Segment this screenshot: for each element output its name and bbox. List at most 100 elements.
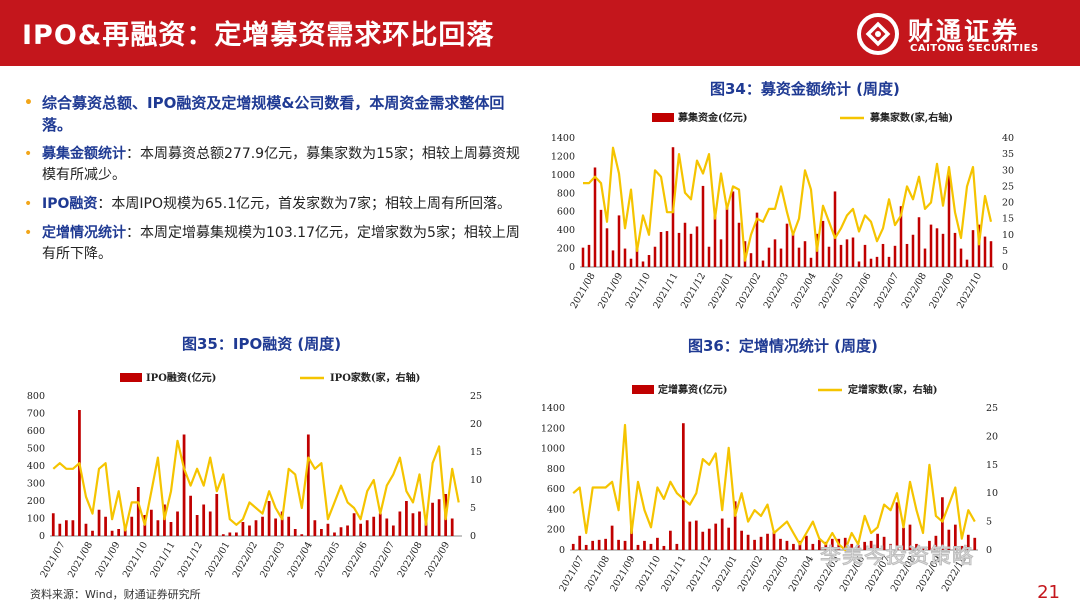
bar-mark — [915, 543, 918, 550]
bar-mark — [320, 529, 323, 536]
bar-mark — [313, 520, 317, 536]
bar-mark — [749, 253, 753, 267]
bar-mark — [740, 530, 743, 550]
bar-mark — [714, 523, 718, 550]
bullet-ipo: • IPO融资：本周IPO规模为65.1亿元，首发家数为7家；相较上周有所回落。 — [24, 194, 524, 215]
bar-mark — [755, 212, 759, 267]
y-left-tick-label: 800 — [547, 464, 565, 475]
x-tick-label: 2022/09 — [927, 271, 956, 311]
bar-mark — [876, 533, 879, 550]
bar-mark — [767, 247, 771, 267]
bullet-text: ：本周定增募集规模为103.17亿元，定增家数为5家；相较上周有所下降。 — [42, 225, 520, 262]
bar-mark — [928, 540, 931, 550]
bar-mark — [182, 434, 186, 536]
bar-mark — [695, 226, 699, 267]
y-left-tick-label: 0 — [559, 545, 565, 556]
bar-mark — [228, 532, 232, 536]
bar-mark — [839, 244, 843, 267]
bar-mark — [359, 523, 363, 536]
bar-mark — [791, 231, 795, 267]
bar-mark — [662, 545, 666, 550]
bar-mark — [989, 241, 993, 267]
y-left-tick-label: 1000 — [551, 170, 575, 181]
bar-mark — [287, 516, 291, 536]
logo-text-en: CAITONG SECURITIES — [910, 43, 1039, 54]
bar-mark — [720, 518, 724, 550]
bar-mark — [571, 543, 575, 550]
bar-mark — [779, 538, 782, 550]
bar-mark — [104, 516, 107, 536]
y-left-tick-label: 0 — [39, 531, 45, 542]
bar-mark — [830, 538, 834, 550]
y-left-tick-label: 200 — [547, 525, 565, 536]
bar-mark — [623, 248, 627, 267]
bar-mark — [64, 520, 68, 536]
y-left-tick-label: 600 — [557, 207, 575, 218]
bar-mark — [398, 511, 402, 536]
legend-bar-swatch — [632, 385, 654, 394]
bar-mark — [824, 541, 828, 550]
bar-mark — [669, 530, 672, 550]
bar-mark — [610, 525, 614, 550]
bar-mark — [869, 540, 873, 550]
bar-mark — [280, 511, 284, 536]
bar-mark — [424, 516, 428, 536]
bar-mark — [149, 509, 153, 536]
bar-mark — [623, 540, 627, 550]
source-note: 资料来源：Wind，财通证券研究所 — [30, 588, 201, 601]
bar-mark — [875, 256, 879, 267]
bar-mark — [378, 513, 382, 536]
bar-mark — [372, 516, 376, 536]
x-tick-label: 2022/04 — [789, 271, 818, 311]
bar-mark — [248, 525, 251, 536]
y-right-tick-label: 0 — [470, 531, 476, 542]
summary-bullets: • 综合募资总额、IPO融资及定增规模&公司数看，本周资金需求整体回落。 • 募集金… — [24, 92, 524, 273]
y-right-tick-label: 30 — [1002, 165, 1014, 176]
bar-mark — [578, 535, 582, 550]
x-tick-label: 2022/05 — [817, 271, 846, 311]
x-tick-label: 2022/06 — [341, 540, 370, 580]
bar-mark — [785, 540, 789, 550]
bar-mark — [798, 540, 802, 550]
bullet-lead-text: 综合募资总额、IPO融资及定增规模&公司数看，本周资金需求整体回落。 — [42, 94, 505, 134]
x-tick-label: 2022/08 — [900, 271, 929, 311]
bar-mark — [863, 244, 867, 267]
bar-mark — [688, 521, 692, 550]
bar-mark — [391, 525, 395, 536]
bar-mark — [821, 220, 825, 267]
bar-mark — [882, 536, 886, 550]
y-right-tick-label: 40 — [1002, 133, 1014, 144]
bar-mark — [208, 511, 212, 536]
bar-mark — [58, 523, 62, 536]
bar-mark — [766, 533, 769, 550]
y-left-tick-label: 200 — [557, 244, 575, 255]
bar-mark — [759, 536, 763, 550]
legend-bar-swatch — [120, 373, 142, 382]
bullet-dot-icon: • — [24, 225, 33, 241]
bar-mark — [293, 529, 297, 536]
bar-mark — [431, 502, 434, 536]
y-left-tick-label: 400 — [27, 461, 45, 472]
legend-line-label: IPO家数(家，右轴) — [330, 371, 420, 384]
bar-mark — [593, 167, 597, 267]
bar-mark — [971, 230, 975, 267]
bar-mark — [960, 545, 964, 550]
bullet-dot-icon: • — [24, 196, 33, 212]
bar-mark — [365, 520, 369, 536]
legend-bar-label: IPO融资(亿元) — [146, 371, 216, 384]
bullet-dot-icon: • — [24, 95, 33, 111]
bar-mark — [189, 495, 192, 536]
y-right-tick-label: 20 — [1002, 198, 1014, 209]
x-tick-label: 2022/07 — [872, 271, 901, 311]
bar-mark — [889, 543, 892, 550]
bullet-label: 募集金额统计 — [42, 146, 126, 162]
bar-mark — [605, 228, 609, 267]
y-left-tick-label: 200 — [27, 496, 45, 507]
bar-mark — [643, 540, 646, 550]
bar-mark — [753, 539, 756, 550]
y-left-tick-label: 600 — [547, 484, 565, 495]
bar-mark — [91, 530, 94, 536]
x-tick-label: 2021/08 — [66, 540, 95, 580]
bar-mark — [641, 261, 645, 267]
y-right-tick-label: 5 — [1002, 246, 1008, 257]
